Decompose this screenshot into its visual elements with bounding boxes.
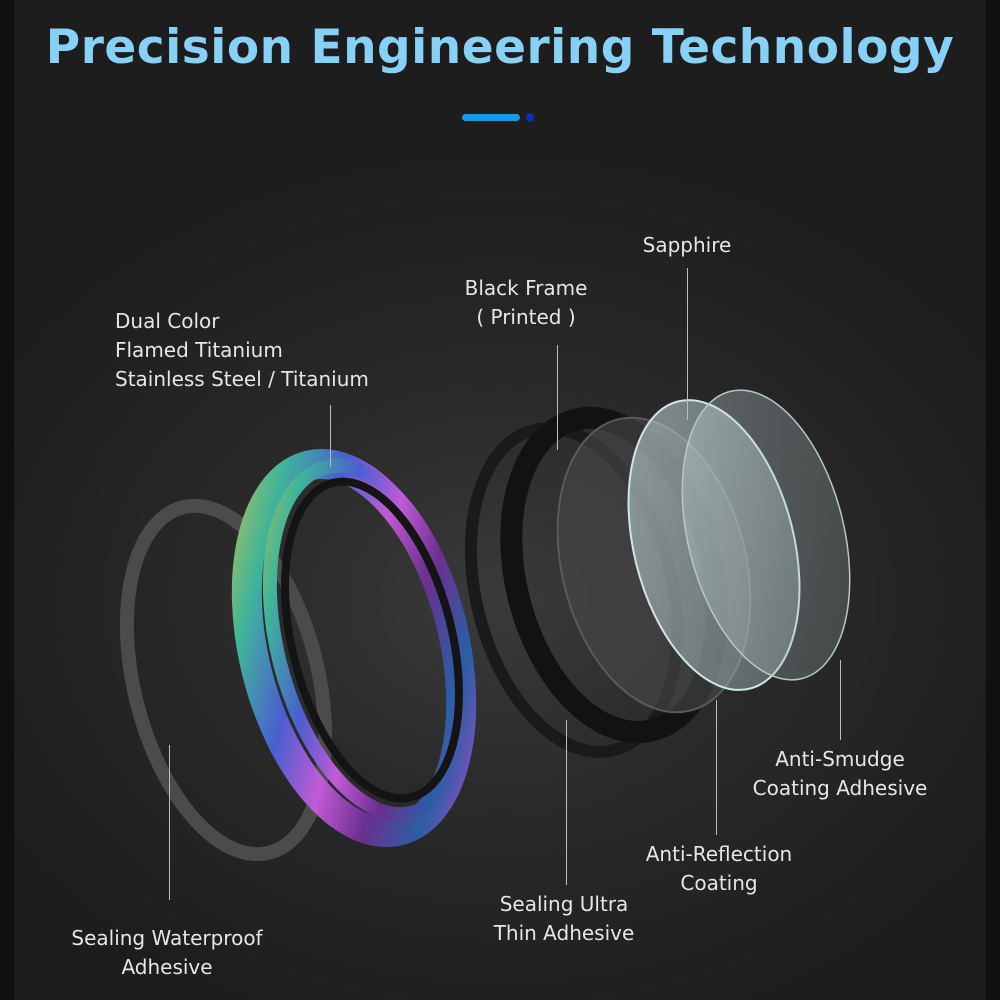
anti-reflection-label: Anti-Reflection Coating: [619, 840, 819, 898]
label-line: Anti-Smudge: [775, 747, 905, 771]
black-frame-leader-line: [557, 345, 558, 450]
anti-smudge-leader-line: [840, 660, 841, 740]
label-line: Coating: [680, 871, 758, 895]
anti-smudge-glass: [681, 389, 851, 681]
sapphire-label: Sapphire: [627, 231, 747, 260]
ring-leader-line: [330, 405, 331, 467]
sapphire-leader-line: [687, 268, 688, 420]
exploded-lens-illustration: [119, 389, 851, 862]
label-line: Black Frame: [464, 276, 588, 300]
label-line: Anti-Reflection: [645, 842, 793, 866]
label-line: ( Printed ): [476, 305, 576, 329]
sealing-waterproof-adhesive-ring: [119, 498, 333, 862]
sealing-waterproof-label: Sealing Waterproof Adhesive: [52, 924, 282, 982]
label-line: Sealing Ultra: [499, 892, 629, 916]
title-underline-dot: [526, 113, 534, 122]
black-frame-label: Black Frame ( Printed ): [446, 274, 606, 332]
label-line: Sapphire: [642, 233, 732, 257]
diagram-canvas: Precision Engineering Technology: [14, 0, 986, 1000]
anti-smudge-label: Anti-Smudge Coating Adhesive: [730, 745, 950, 803]
label-line: Sealing Waterproof: [71, 926, 263, 950]
sealing-waterproof-leader-line: [169, 745, 170, 900]
anti-reflection-leader-line: [716, 700, 717, 835]
ring-label: Dual Color Flamed Titanium Stainless Ste…: [115, 307, 369, 394]
label-line: Flamed Titanium: [115, 338, 283, 362]
sealing-ultra-leader-line: [566, 720, 567, 885]
sealing-ultra-label: Sealing Ultra Thin Adhesive: [464, 890, 664, 948]
label-line: Coating Adhesive: [752, 776, 928, 800]
titanium-ring: [231, 448, 477, 848]
label-line: Stainless Steel / Titanium: [115, 367, 369, 391]
label-line: Adhesive: [121, 955, 213, 979]
page-title: Precision Engineering Technology: [45, 20, 955, 75]
label-line: Dual Color: [115, 309, 220, 333]
label-line: Thin Adhesive: [493, 921, 635, 945]
title-underline-dash: [462, 114, 520, 121]
